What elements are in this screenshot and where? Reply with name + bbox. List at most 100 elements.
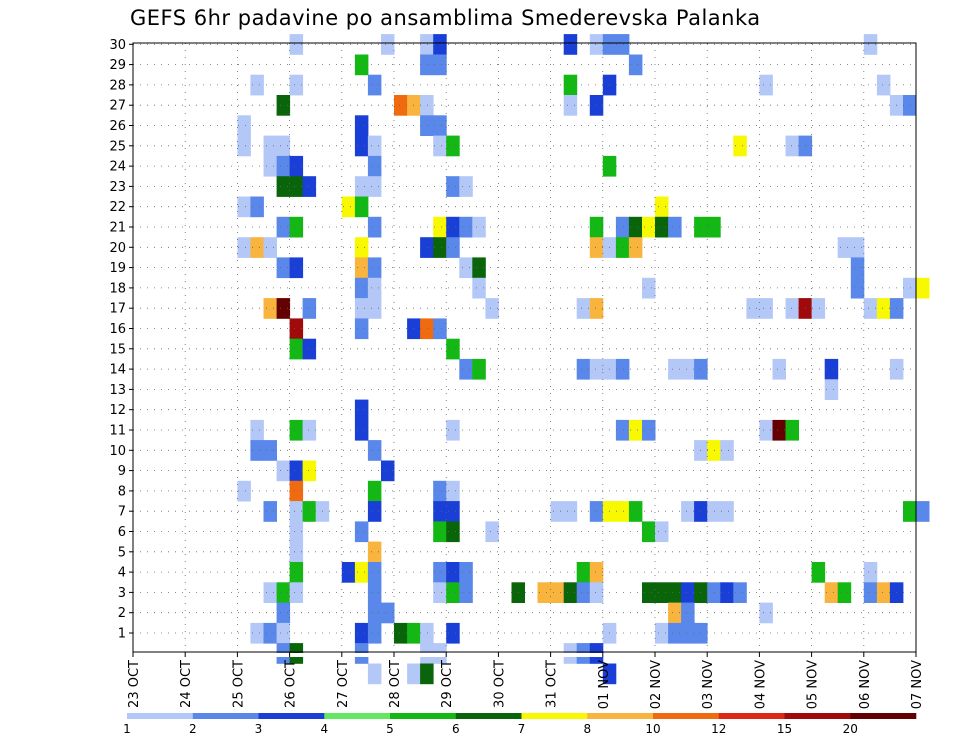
heat-cell — [785, 135, 799, 157]
x-tick-label: 29 OCT — [440, 660, 455, 708]
heat-cell — [289, 582, 304, 603]
heat-cell — [289, 318, 304, 340]
heat-cell — [407, 663, 421, 685]
heat-cell — [446, 521, 460, 543]
heat-cell — [615, 358, 630, 380]
legend-label: 4 — [320, 722, 328, 736]
heat-cell — [263, 155, 277, 177]
legend-label: 15 — [777, 722, 792, 736]
heat-cell — [485, 521, 499, 543]
heat-cell — [811, 562, 826, 583]
y-tick-label: 25 — [109, 139, 126, 154]
y-tick-label: 8 — [118, 484, 126, 499]
heat-cell — [289, 460, 304, 482]
heat-cell — [237, 135, 251, 157]
heat-cell — [420, 318, 434, 340]
heat-cell — [485, 298, 499, 319]
heat-cell — [563, 582, 578, 603]
heat-cell — [707, 501, 721, 522]
heat-cell — [785, 419, 799, 441]
heat-cell — [446, 562, 460, 583]
heat-cell — [354, 115, 369, 136]
heat-cell — [289, 541, 304, 563]
heat-cell — [381, 460, 395, 482]
heat-cell — [720, 582, 734, 603]
heat-cell — [354, 237, 369, 258]
heat-cell — [420, 34, 434, 55]
heat-cell — [446, 216, 460, 238]
heat-cell — [916, 277, 930, 299]
heat-cell — [576, 562, 591, 583]
legend-label: 5 — [386, 722, 394, 736]
heat-cell — [615, 501, 630, 522]
heat-cell — [250, 622, 264, 644]
x-tick-label: 25 OCT — [231, 660, 246, 708]
legend-label: 20 — [843, 722, 858, 736]
heat-cell — [263, 440, 277, 461]
y-tick-label: 27 — [109, 99, 126, 114]
heat-cell — [289, 419, 304, 441]
legend-swatch — [850, 713, 917, 719]
x-tick-label: 27 OCT — [336, 660, 351, 708]
legend-label: 8 — [583, 722, 591, 736]
heat-cell — [563, 95, 578, 116]
heat-cell — [681, 602, 695, 624]
y-tick-label: 1 — [118, 627, 126, 642]
heat-cell — [459, 358, 473, 380]
y-tick-label: 15 — [109, 342, 126, 357]
heat-cell — [367, 480, 382, 502]
heat-cell — [446, 176, 460, 197]
chart-title: GEFS 6hr padavine po ansamblima Smederev… — [130, 6, 761, 30]
heat-cell — [615, 237, 630, 258]
heat-cell — [589, 237, 604, 258]
heat-cell — [237, 115, 251, 136]
legend-swatch — [653, 713, 719, 719]
heat-cell — [250, 74, 264, 96]
x-tick-label: 24 OCT — [179, 660, 194, 708]
heat-cell — [655, 196, 669, 218]
heat-cell — [785, 298, 799, 319]
heat-cell — [433, 521, 447, 543]
heat-cell — [263, 298, 277, 319]
heat-cell — [433, 562, 447, 583]
legend-swatch — [521, 713, 588, 719]
heat-cell — [302, 176, 317, 197]
heat-cell — [341, 562, 356, 583]
x-tick-label: 31 OCT — [545, 660, 560, 708]
heat-cell — [707, 440, 721, 461]
heat-cell — [433, 135, 447, 157]
heat-cell — [850, 237, 865, 258]
heat-cell — [668, 622, 682, 644]
heat-cell — [746, 298, 760, 319]
heat-cell — [642, 277, 656, 299]
heat-cell — [433, 318, 447, 340]
heat-cell — [276, 298, 291, 319]
y-tick-label: 22 — [109, 200, 126, 215]
legend-label: 7 — [518, 722, 526, 736]
heat-cell — [446, 582, 460, 603]
heat-cell — [837, 237, 852, 258]
heat-cell — [850, 277, 865, 299]
heat-cell — [759, 298, 773, 319]
heat-cell — [576, 298, 591, 319]
heat-cell — [354, 277, 369, 299]
heat-cell — [354, 419, 369, 441]
heat-cell — [276, 602, 291, 624]
heat-cell — [433, 54, 447, 76]
heat-cell — [446, 135, 460, 157]
legend-label: 3 — [255, 722, 263, 736]
heat-cell — [850, 257, 865, 279]
heat-cell — [863, 582, 878, 603]
heat-cell — [655, 582, 669, 603]
heat-cell — [263, 237, 277, 258]
heat-cell — [628, 501, 643, 522]
heat-cell — [263, 135, 277, 157]
heat-cell — [642, 521, 656, 543]
heat-cell — [367, 582, 382, 603]
heat-cell — [433, 480, 447, 502]
x-tick-label: 30 OCT — [492, 660, 507, 708]
legend-label: 6 — [452, 722, 460, 736]
x-tick-label: 06 NOV — [858, 660, 873, 709]
heat-cell — [367, 257, 382, 279]
heat-cell — [394, 622, 408, 644]
